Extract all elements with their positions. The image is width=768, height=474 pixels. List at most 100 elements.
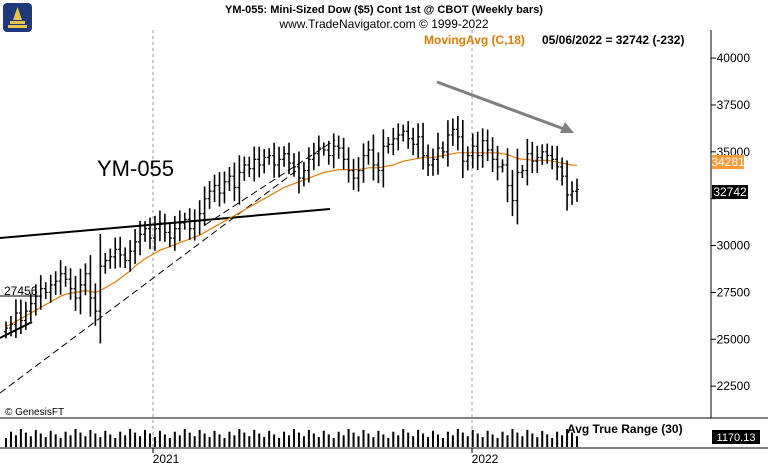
price-bar (306, 147, 311, 183)
price-bar (123, 247, 128, 269)
price-bar (262, 149, 267, 174)
atr-bar (148, 433, 151, 447)
atr-bar (213, 430, 216, 447)
atr-bar (292, 429, 295, 447)
atr-bar (526, 429, 529, 447)
price-bar (455, 115, 460, 151)
atr-bar (352, 432, 355, 447)
atr-bar (367, 433, 370, 447)
price-bar (33, 284, 38, 316)
price-bar (18, 299, 23, 335)
price-bar (376, 152, 381, 184)
price-bar (535, 145, 540, 173)
atr-bar (432, 430, 435, 447)
price-bar (520, 164, 525, 179)
price-bar (108, 248, 113, 269)
y-tick-label: 30000 (717, 239, 751, 253)
price-bar (73, 275, 78, 311)
price-bar (346, 147, 351, 183)
atr-value-tag: 1170.13 (712, 430, 760, 444)
price-bar (401, 124, 406, 142)
atr-bar (322, 430, 325, 447)
price-bar (8, 316, 13, 337)
atr-bar (129, 429, 132, 447)
atr-bar (168, 438, 171, 447)
price-bar (505, 148, 510, 203)
atr-bar (402, 429, 405, 447)
atr-bar (436, 434, 439, 447)
price-bar (435, 132, 440, 175)
price-bar (43, 282, 48, 299)
atr-bar (59, 438, 62, 447)
price-bar (440, 141, 445, 159)
y-tick-label: 40000 (717, 51, 751, 65)
atr-bar (481, 437, 484, 447)
price-bar (4, 321, 8, 339)
price-bar (411, 127, 416, 156)
atr-bar (412, 436, 415, 447)
atr-bar (84, 436, 87, 447)
atr-bar (561, 435, 564, 447)
price-bar (570, 181, 575, 205)
atr-bar (228, 431, 231, 447)
x-tick-label-2021: 2021 (153, 452, 180, 466)
price-bar (565, 160, 570, 211)
price-bar (172, 215, 177, 251)
price-bar (510, 170, 515, 217)
price-bar (331, 133, 336, 169)
atr-bar (163, 434, 166, 447)
price-bar (207, 181, 212, 209)
atr-bar (104, 430, 107, 447)
price-bar (68, 268, 73, 300)
atr-bar (94, 433, 97, 447)
channel-line-upper (204, 139, 336, 226)
atr-bar (153, 437, 156, 447)
price-bar (500, 159, 505, 173)
price-bar (336, 135, 341, 159)
price-bar (421, 122, 426, 170)
x-tick-label-2022: 2022 (472, 452, 499, 466)
trade-navigator-logo (3, 3, 32, 32)
atr-bar (34, 429, 37, 447)
price-bar (182, 212, 187, 230)
genesis-copyright: © GenesisFT (5, 407, 64, 418)
atr-value-text: 1170.13 (717, 432, 756, 444)
atr-bar (576, 436, 578, 447)
site-copyright: www.TradeNavigator.com © 1999-2022 (278, 17, 488, 31)
atr-bar (397, 435, 400, 447)
price-bar (58, 260, 63, 295)
atr-bar (223, 438, 226, 447)
atr-bar (288, 435, 291, 447)
atr-bar (337, 431, 340, 447)
price-bar (13, 299, 18, 338)
price-bar (103, 253, 108, 274)
price-bar (550, 145, 555, 170)
price-bar (386, 137, 391, 154)
atr-bar (551, 438, 554, 447)
atr-bar (89, 429, 92, 447)
atr-bar (99, 437, 102, 447)
atr-bar (248, 436, 251, 447)
atr-bar (79, 432, 82, 447)
price-bar (560, 157, 565, 186)
price-bar (177, 210, 182, 242)
atr-bar (536, 437, 539, 447)
atr-bar (243, 432, 246, 447)
atr-bar (173, 431, 176, 447)
atr-bar (546, 434, 549, 447)
price-bar (237, 155, 242, 205)
price-bar (416, 123, 421, 158)
price-bar (197, 200, 202, 235)
price-bar (287, 142, 292, 175)
price-bar (23, 301, 28, 330)
atr-bar (342, 435, 345, 447)
atr-bar (461, 432, 464, 447)
atr-bar (69, 435, 72, 447)
atr-bar (14, 435, 17, 447)
atr-bar (357, 436, 360, 447)
price-bar (157, 210, 162, 242)
atr-bar (49, 430, 52, 447)
atr-bar (19, 429, 22, 447)
atr-bar (307, 429, 310, 447)
